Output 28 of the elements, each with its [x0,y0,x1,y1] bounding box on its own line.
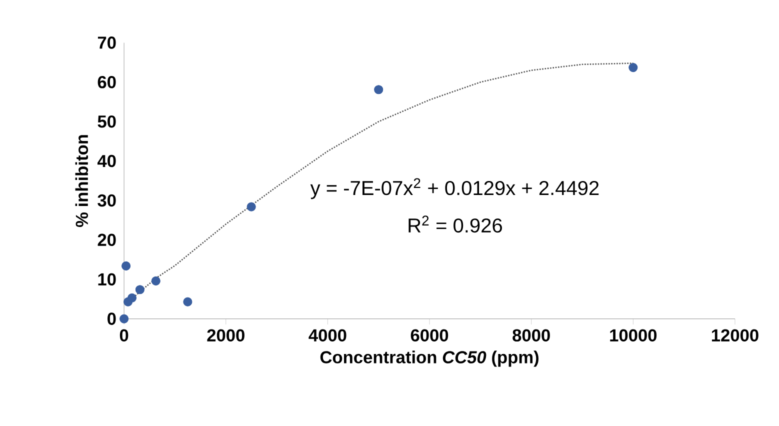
y-tick-label: 20 [98,234,116,246]
point [151,276,160,286]
y-tick-label: 40 [97,155,116,168]
y-tick-label: 10 [98,273,116,286]
point [135,285,144,294]
x-tick-label: 2000 [207,329,244,342]
point [183,298,192,307]
point [122,262,131,271]
y-tick-label: 30 [98,194,116,207]
point [374,85,384,94]
y-tick-label: 70 [98,36,116,50]
x-tick-label: 0 [120,329,128,342]
x-tick-label: 4000 [308,329,346,342]
annotation: y = -7E-07x$^{2}$ + 0.0129x + 2.4492 [310,178,599,200]
y-tick-label: 0 [108,312,116,326]
point [628,63,638,72]
x-tick-label: 8000 [512,329,550,342]
point [120,314,129,324]
y-axis-title: % inhibiton [75,135,88,228]
point [127,294,137,303]
x-axis-title: Concentration CC50 (ppm) [320,350,538,368]
annotation: R$^{2}$ = 0.926 [408,216,502,233]
x-tick-label: 6000 [410,329,448,342]
x-tick-label: 12000 [712,329,758,342]
x-tick-label: 10000 [610,329,657,342]
y-tick-label: 60 [98,76,116,89]
point [246,202,256,212]
y-tick-label: 50 [98,116,116,128]
